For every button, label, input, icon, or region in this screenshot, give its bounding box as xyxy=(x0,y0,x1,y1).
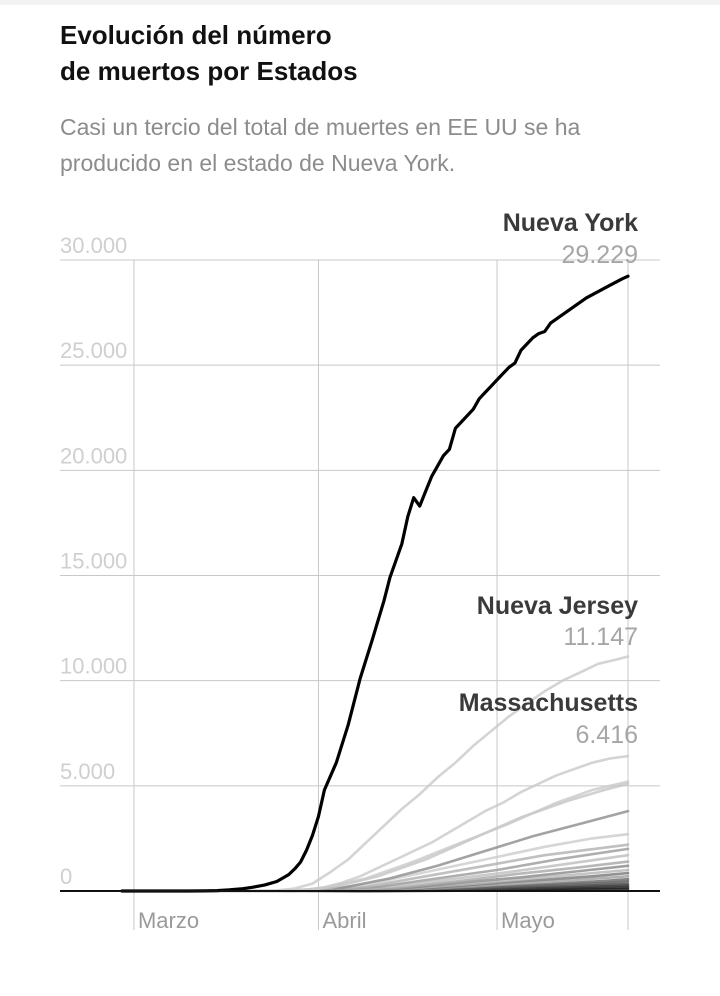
y-tick-label: 0 xyxy=(60,864,72,889)
chart-title: Evolución del número de muertos por Esta… xyxy=(60,17,660,89)
y-tick-label: 20.000 xyxy=(60,443,127,468)
y-tick-label: 25.000 xyxy=(60,338,127,363)
series-value-nueva-york: 29.229 xyxy=(562,241,638,269)
chart-subtitle-line-2: producido en el estado de Nueva York. xyxy=(60,150,456,176)
series-line-massachusetts xyxy=(120,754,630,893)
x-tick-label: Marzo xyxy=(138,908,199,933)
chart-subtitle-line-1: Casi un tercio del total de muertes en E… xyxy=(60,114,581,140)
series-lines xyxy=(120,274,630,893)
y-axis-ticks: 0 5.000 10.000 15.000 20.000 25.000 30.000 xyxy=(60,233,127,889)
series-value-nueva-jersey: 11.147 xyxy=(563,623,638,651)
x-tick-label: Mayo xyxy=(501,908,555,933)
y-tick-label: 30.000 xyxy=(60,233,127,258)
series-line-nueva-jersey xyxy=(120,655,630,893)
series-line-nueva-york xyxy=(120,274,630,893)
series-labels: Nueva York 29.229 Nueva Jersey 11.147 Massac… xyxy=(459,209,638,749)
x-axis-ticks: Marzo Abril Mayo xyxy=(138,908,555,933)
series-value-massachusetts: 6.416 xyxy=(575,721,638,749)
y-tick-label: 15.000 xyxy=(60,549,127,574)
series-label-massachusetts: Massachusetts xyxy=(459,689,638,717)
x-tick-label: Abril xyxy=(322,908,366,933)
top-divider xyxy=(0,0,720,5)
chart-title-line-1: Evolución del número xyxy=(60,20,332,50)
chart-subtitle: Casi un tercio del total de muertes en E… xyxy=(60,109,680,181)
chart-title-line-2: de muertos por Estados xyxy=(60,56,358,86)
series-label-nueva-york: Nueva York xyxy=(503,209,638,237)
y-tick-label: 5.000 xyxy=(60,759,115,784)
y-tick-label: 10.000 xyxy=(60,654,127,679)
series-label-nueva-jersey: Nueva Jersey xyxy=(477,592,638,620)
